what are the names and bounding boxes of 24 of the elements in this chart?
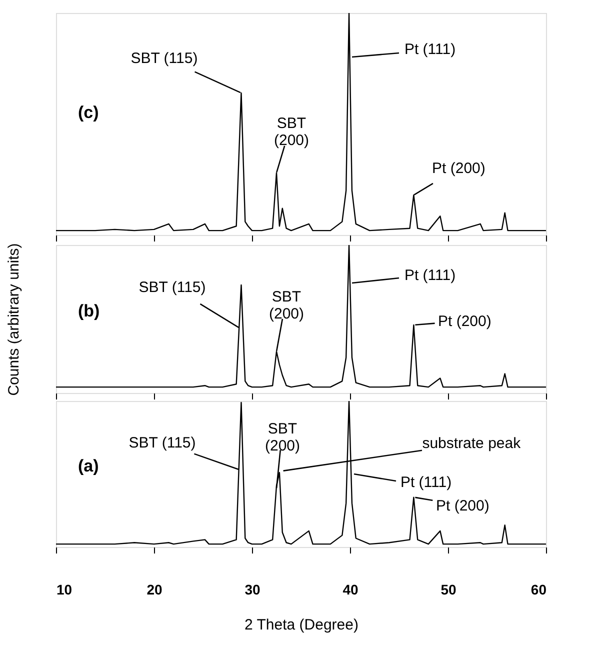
x-axis-title: 2 Theta (Degree)	[244, 616, 358, 634]
x-tick-label: 60	[530, 582, 547, 598]
annotation: SBT (200)	[264, 420, 300, 455]
x-tick-label: 20	[146, 582, 162, 598]
x-tick-label: 10	[56, 582, 72, 598]
annotation: Pt (111)	[404, 41, 456, 58]
annotation: SBT (115)	[138, 278, 206, 296]
annotation: SBT (115)	[130, 50, 198, 67]
annotation: Pt (200)	[438, 312, 492, 330]
annotation: (a)	[78, 456, 99, 476]
annotation: Pt (111)	[400, 474, 452, 491]
annotation: SBT (115)	[128, 434, 196, 452]
annotation: SBT (200)	[268, 288, 304, 323]
x-tick-label: 50	[440, 582, 456, 598]
annotation: Pt (111)	[404, 267, 456, 284]
annotation: Pt (200)	[432, 160, 486, 178]
annotation: (b)	[78, 302, 100, 321]
x-tick-label: 40	[342, 582, 358, 598]
annotation: substrate peak	[422, 435, 522, 452]
annotation: Pt (200)	[436, 497, 490, 514]
x-tick-label: 30	[244, 582, 260, 598]
annotation: SBT (200)	[274, 114, 310, 149]
annotation: (c)	[78, 102, 99, 122]
y-axis-title: Counts (arbitrary units)	[6, 243, 22, 396]
